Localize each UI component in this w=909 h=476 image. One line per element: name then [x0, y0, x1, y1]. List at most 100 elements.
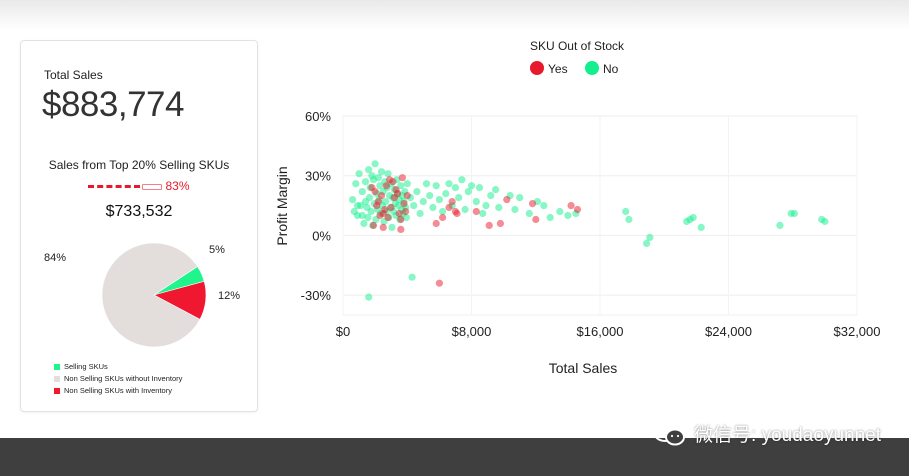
data-point-no: [374, 174, 382, 182]
data-point-no: [360, 219, 368, 228]
legend-swatch: [54, 363, 60, 370]
data-point-no: [492, 186, 500, 194]
legend-non-selling-no-inventory: Non Selling SKUs without Inventory: [54, 374, 182, 383]
data-point-no: [458, 176, 466, 184]
data-point-no: [358, 211, 366, 220]
data-point-yes: [387, 203, 395, 212]
data-point-no: [445, 180, 453, 188]
data-point-yes: [435, 279, 443, 287]
data-point-no: [388, 223, 396, 231]
data-point-yes: [453, 209, 461, 218]
chart-title: SKU Out of Stock: [530, 39, 625, 53]
data-point-yes: [439, 213, 447, 222]
x-tick-label: $32,000: [834, 324, 881, 339]
data-point-no: [377, 168, 386, 176]
data-point-yes: [432, 219, 440, 228]
data-point-no: [408, 273, 416, 281]
y-tick-label: 60%: [305, 109, 331, 124]
chart-grid: [342, 115, 858, 316]
data-point-no: [429, 203, 437, 212]
data-point-no: [495, 203, 503, 212]
top-shadow: [0, 0, 909, 30]
profit-vs-sales-scatter: SKU Out of Stock Yes No 60% 30% 0% -30% $0 $8…: [274, 39, 881, 376]
x-tick-label: $0: [336, 324, 350, 339]
data-point-no: [422, 180, 431, 188]
legend-no-dot: [585, 61, 599, 75]
data-point-yes: [379, 223, 387, 231]
progress-filled: [88, 185, 141, 189]
data-point-no: [353, 202, 362, 210]
data-point-no: [451, 184, 459, 192]
data-point-no: [643, 239, 651, 247]
data-point-yes: [371, 188, 379, 196]
data-point-no: [482, 202, 490, 210]
x-tick-label: $24,000: [705, 324, 752, 339]
data-point-no: [426, 192, 434, 200]
data-point-no: [416, 209, 424, 218]
data-point-yes: [402, 207, 410, 216]
data-point-yes: [567, 202, 575, 210]
data-point-yes: [485, 221, 493, 229]
y-tick-label: 0%: [312, 228, 331, 243]
data-point-no: [689, 213, 697, 222]
data-point-no: [525, 209, 533, 218]
legend-swatch: [54, 387, 60, 394]
data-point-yes: [373, 202, 381, 210]
x-tick-label: $8,000: [452, 324, 492, 339]
y-tick-label: 30%: [305, 169, 331, 184]
legend-selling-skus: Selling SKUs: [54, 362, 108, 371]
top-skus-pct: 83%: [165, 179, 190, 193]
data-point-no: [410, 202, 418, 210]
pie-pct-label: 12%: [218, 290, 240, 302]
total-sales-label: Total Sales: [44, 68, 103, 82]
sku-pie-chart: 5% 12% 84%: [44, 242, 240, 348]
data-point-no: [367, 207, 375, 216]
data-point-yes: [573, 205, 582, 214]
watermark-text: 微信号: youdaoyunnet: [694, 425, 881, 446]
legend-yes-label: Yes: [548, 62, 568, 76]
data-point-yes: [445, 203, 453, 212]
data-point-no: [352, 180, 360, 188]
data-point-no: [475, 184, 484, 192]
data-point-yes: [369, 221, 378, 229]
progress-empty: [142, 183, 163, 190]
data-point-yes: [377, 192, 386, 200]
data-point-yes: [382, 182, 390, 190]
y-tick-label: -30%: [301, 288, 332, 303]
data-point-no: [432, 182, 440, 190]
data-point-no: [355, 170, 363, 178]
data-point-no: [625, 215, 633, 224]
data-point-no: [382, 198, 390, 206]
data-point-yes: [397, 215, 405, 224]
data-point-no: [472, 198, 480, 206]
pie-pct-label: 5%: [209, 244, 225, 256]
data-point-yes: [384, 213, 392, 222]
data-point-no: [435, 196, 443, 204]
data-point-yes: [389, 178, 397, 186]
data-point-no: [376, 182, 384, 190]
data-point-yes: [397, 225, 405, 233]
data-point-yes: [381, 205, 389, 214]
data-point-no: [419, 198, 427, 206]
bottom-bar: [0, 438, 909, 476]
data-point-no: [384, 170, 392, 178]
data-point-yes: [532, 215, 540, 224]
data-point-no: [413, 188, 421, 196]
data-point-no: [358, 188, 366, 196]
data-point-yes: [496, 219, 504, 228]
data-point-yes: [400, 200, 408, 208]
data-point-no: [556, 207, 564, 216]
axis-ticks: 60% 30% 0% -30% $0 $8,000 $16,000 $24,000 $32,00…: [301, 109, 881, 339]
data-point-no: [622, 207, 630, 216]
data-point-no: [403, 180, 411, 188]
data-point-no: [564, 211, 572, 220]
wechat-icon: [653, 421, 686, 445]
data-point-no: [464, 188, 472, 196]
data-point-no: [516, 194, 524, 202]
data-point-no: [776, 221, 784, 229]
y-axis-label: Profit Margin: [274, 166, 290, 245]
data-point-no: [697, 223, 705, 231]
data-point-no: [364, 213, 372, 222]
data-point-no: [442, 190, 450, 198]
data-point-no: [349, 196, 357, 204]
